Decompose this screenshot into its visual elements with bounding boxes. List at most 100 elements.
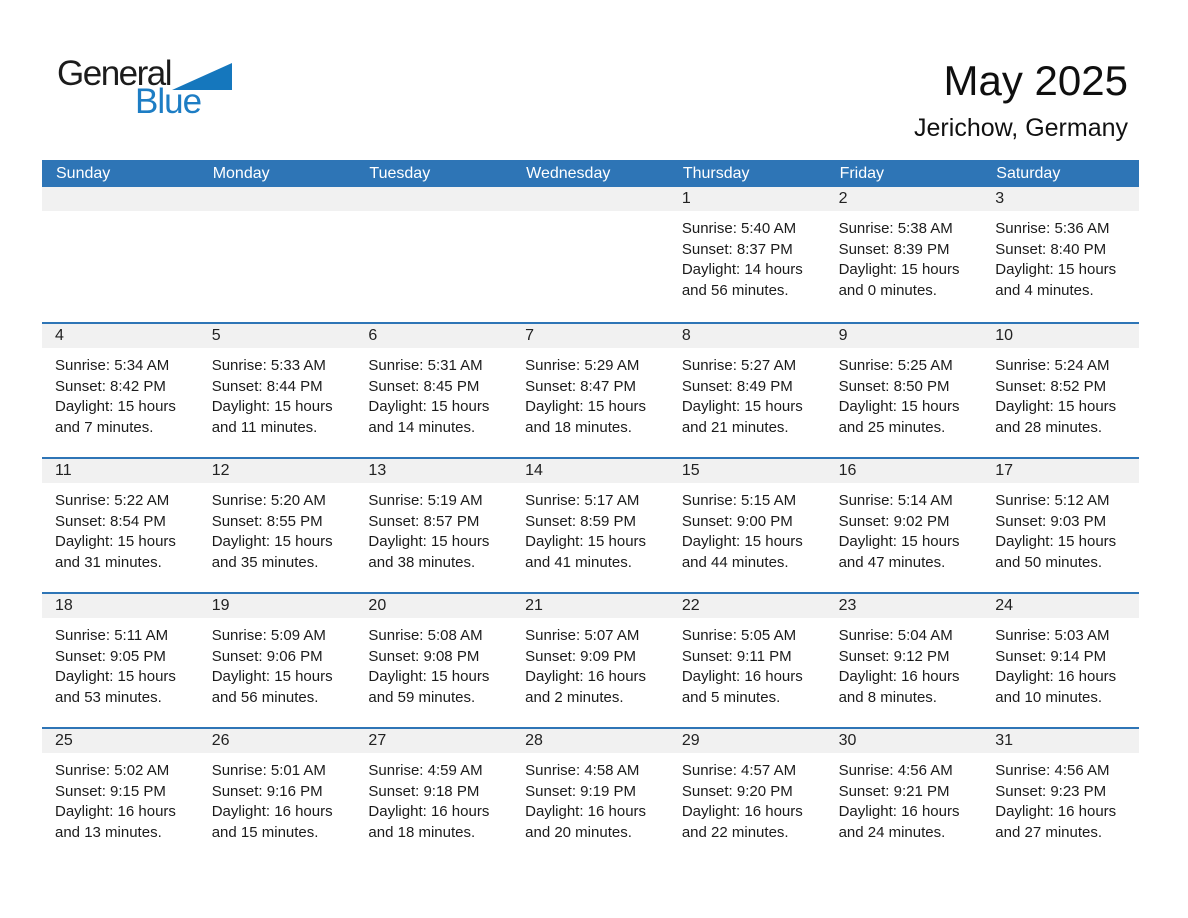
daylight-text-line2: and 18 minutes. — [368, 823, 476, 841]
day-cell: 5 Sunrise: 5:33 AM Sunset: 8:44 PM Dayli… — [198, 324, 356, 457]
sunset-text: Sunset: 8:49 PM — [681, 377, 793, 395]
weekday-header-saturday: Saturday — [996, 164, 1061, 182]
daylight-text-line1: Daylight: 15 hours — [838, 261, 960, 278]
generalblue-logo: General Blue — [57, 56, 233, 119]
day-number: 16 — [825, 459, 983, 483]
sunrise-text: Sunrise: 5:08 AM — [368, 627, 483, 644]
daylight-text-line2: and 28 minutes. — [995, 418, 1103, 436]
sunset-text: Sunset: 9:23 PM — [995, 782, 1107, 800]
day-details — [512, 211, 669, 219]
day-number: 3 — [982, 187, 1139, 211]
daylight-text-line2: and 25 minutes. — [838, 418, 946, 436]
day-details — [42, 211, 199, 219]
week-row: 25 Sunrise: 5:02 AM Sunset: 9:15 PM Dayl… — [42, 727, 1139, 862]
day-cell: 27 Sunrise: 4:59 AM Sunset: 9:18 PM Dayl… — [355, 729, 513, 862]
day-cell: 4 Sunrise: 5:34 AM Sunset: 8:42 PM Dayli… — [42, 324, 199, 457]
day-cell: 6 Sunrise: 5:31 AM Sunset: 8:45 PM Dayli… — [355, 324, 513, 457]
day-details: Sunrise: 5:14 AM Sunset: 9:02 PM Dayligh… — [826, 483, 983, 573]
day-details: Sunrise: 5:36 AM Sunset: 8:40 PM Dayligh… — [982, 211, 1139, 301]
daylight-text-line1: Daylight: 15 hours — [55, 533, 176, 550]
day-details: Sunrise: 5:27 AM Sunset: 8:49 PM Dayligh… — [669, 348, 826, 438]
day-cell: 25 Sunrise: 5:02 AM Sunset: 9:15 PM Dayl… — [42, 729, 199, 862]
day-number: 14 — [512, 459, 669, 483]
sunrise-text: Sunrise: 5:15 AM — [681, 492, 797, 509]
daylight-text-line1: Daylight: 15 hours — [995, 398, 1117, 415]
day-cell: 31 Sunrise: 4:56 AM Sunset: 9:23 PM Dayl… — [982, 729, 1139, 862]
day-cell: 16 Sunrise: 5:14 AM Sunset: 9:02 PM Dayl… — [825, 459, 983, 592]
daylight-text-line1: Daylight: 15 hours — [681, 398, 803, 415]
daylight-text-line2: and 13 minutes. — [55, 823, 162, 841]
month-title: May 2025 — [943, 57, 1128, 104]
day-number: 17 — [982, 459, 1139, 483]
sunset-text: Sunset: 9:09 PM — [525, 647, 637, 665]
day-details: Sunrise: 5:33 AM Sunset: 8:44 PM Dayligh… — [199, 348, 356, 438]
weekday-header-monday: Monday — [212, 164, 270, 182]
sunrise-text: Sunrise: 4:57 AM — [681, 762, 797, 779]
daylight-text-line1: Daylight: 16 hours — [995, 803, 1117, 820]
day-number: 15 — [668, 459, 826, 483]
day-number: 13 — [355, 459, 513, 483]
daylight-text-line1: Daylight: 15 hours — [211, 533, 333, 550]
day-cell: 29 Sunrise: 4:57 AM Sunset: 9:20 PM Dayl… — [668, 729, 826, 862]
sunset-text: Sunset: 8:54 PM — [55, 512, 166, 530]
weekday-header-sunday: Sunday — [56, 164, 111, 182]
sunset-text: Sunset: 8:59 PM — [525, 512, 637, 530]
day-number: 6 — [355, 324, 513, 348]
sunrise-text: Sunrise: 4:59 AM — [368, 762, 483, 779]
day-number: 11 — [42, 459, 199, 483]
sunrise-text: Sunrise: 5:07 AM — [525, 627, 640, 644]
daylight-text-line1: Daylight: 16 hours — [838, 668, 960, 685]
day-cell: 1 Sunrise: 5:40 AM Sunset: 8:37 PM Dayli… — [668, 187, 826, 322]
day-cell: 12 Sunrise: 5:20 AM Sunset: 8:55 PM Dayl… — [198, 459, 356, 592]
day-details: Sunrise: 5:15 AM Sunset: 9:00 PM Dayligh… — [669, 483, 826, 573]
sunset-text: Sunset: 9:19 PM — [525, 782, 637, 800]
day-cell — [512, 187, 669, 322]
day-cell: 18 Sunrise: 5:11 AM Sunset: 9:05 PM Dayl… — [42, 594, 199, 727]
sunset-text: Sunset: 8:47 PM — [525, 377, 637, 395]
day-number: 22 — [668, 594, 826, 618]
sunrise-text: Sunrise: 5:19 AM — [368, 492, 483, 509]
sunrise-text: Sunrise: 5:34 AM — [55, 357, 170, 374]
daylight-text-line1: Daylight: 15 hours — [525, 533, 647, 550]
daylight-text-line2: and 15 minutes. — [211, 823, 319, 841]
daylight-text-line2: and 22 minutes. — [681, 823, 789, 841]
daylight-text-line1: Daylight: 15 hours — [55, 668, 176, 685]
sunrise-text: Sunrise: 5:38 AM — [838, 220, 953, 237]
sunrise-text: Sunrise: 5:04 AM — [838, 627, 953, 644]
day-cell: 3 Sunrise: 5:36 AM Sunset: 8:40 PM Dayli… — [982, 187, 1139, 322]
daylight-text-line2: and 14 minutes. — [368, 418, 476, 436]
day-cell: 21 Sunrise: 5:07 AM Sunset: 9:09 PM Dayl… — [512, 594, 669, 727]
day-cell — [355, 187, 513, 322]
day-cell: 10 Sunrise: 5:24 AM Sunset: 8:52 PM Dayl… — [982, 324, 1139, 457]
daylight-text-line1: Daylight: 16 hours — [525, 668, 647, 685]
weekday-header-row: Sunday Monday Tuesday Wednesday Thursday Frid… — [42, 160, 1139, 187]
daylight-text-line1: Daylight: 15 hours — [838, 533, 960, 550]
location-subtitle: Jerichow, Germany — [914, 114, 1128, 143]
sunrise-text: Sunrise: 5:02 AM — [55, 762, 170, 779]
day-number: 18 — [42, 594, 199, 618]
weekday-header-wednesday: Wednesday — [526, 164, 611, 182]
day-number: 10 — [982, 324, 1139, 348]
day-cell: 9 Sunrise: 5:25 AM Sunset: 8:50 PM Dayli… — [825, 324, 983, 457]
daylight-text-line2: and 21 minutes. — [681, 418, 789, 436]
day-number: 8 — [668, 324, 826, 348]
day-details: Sunrise: 5:17 AM Sunset: 8:59 PM Dayligh… — [512, 483, 669, 573]
daylight-text-line2: and 10 minutes. — [995, 688, 1103, 706]
day-details: Sunrise: 5:24 AM Sunset: 8:52 PM Dayligh… — [982, 348, 1139, 438]
sunset-text: Sunset: 9:05 PM — [55, 647, 166, 665]
day-number: 31 — [982, 729, 1139, 753]
daylight-text-line1: Daylight: 16 hours — [681, 668, 803, 685]
daylight-text-line2: and 18 minutes. — [525, 418, 632, 436]
day-details: Sunrise: 4:59 AM Sunset: 9:18 PM Dayligh… — [355, 753, 512, 843]
daylight-text-line1: Daylight: 16 hours — [681, 803, 803, 820]
sunrise-text: Sunrise: 5:36 AM — [995, 220, 1110, 237]
day-number: 28 — [512, 729, 669, 753]
sunrise-text: Sunrise: 5:40 AM — [681, 220, 797, 237]
day-details: Sunrise: 5:29 AM Sunset: 8:47 PM Dayligh… — [512, 348, 669, 438]
day-details: Sunrise: 5:07 AM Sunset: 9:09 PM Dayligh… — [512, 618, 669, 708]
sunset-text: Sunset: 9:16 PM — [211, 782, 323, 800]
daylight-text-line2: and 4 minutes. — [995, 281, 1094, 299]
day-cell: 19 Sunrise: 5:09 AM Sunset: 9:06 PM Dayl… — [198, 594, 356, 727]
day-number: 9 — [825, 324, 983, 348]
daylight-text-line1: Daylight: 15 hours — [211, 398, 333, 415]
